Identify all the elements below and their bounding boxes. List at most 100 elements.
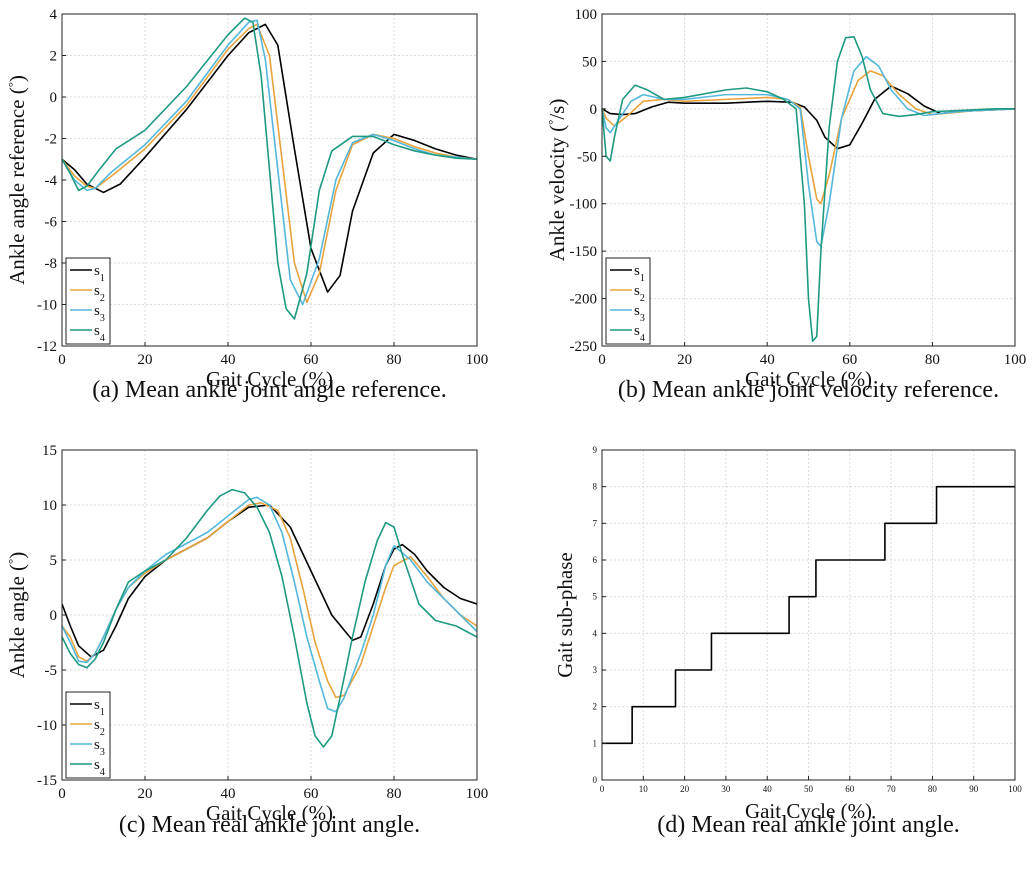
x-tick-label: 80 — [387, 786, 402, 802]
series-line-sub-phase — [602, 485, 1015, 745]
x-tick-label: 80 — [387, 352, 402, 368]
legend-label: s4 — [94, 323, 105, 344]
y-axis-label-d: Gait sub-phase — [553, 552, 577, 677]
y-tick-label: 3 — [593, 665, 598, 675]
series-line-s2 — [601, 70, 1016, 205]
series-line-s4 — [61, 488, 478, 748]
legend-label: s1 — [94, 263, 105, 284]
y-tick-label: 100 — [575, 7, 598, 23]
series-line-s1 — [61, 504, 478, 658]
legend-label: s2 — [634, 283, 645, 304]
y-tick-label: 5 — [593, 592, 598, 602]
y-axis-label-b: Ankle velocity (°/s) — [545, 99, 570, 262]
series-line-s1 — [61, 23, 478, 293]
series-lines-a — [61, 17, 478, 320]
x-tick-label: 0 — [598, 352, 606, 368]
x-tick-label: 50 — [804, 784, 814, 794]
x-tick-label: 0 — [58, 352, 66, 368]
ticks-c: 0 20 40 60 80 100 15 10 5 0 -5 -10 -15 — [37, 443, 488, 802]
y-tick-label: 0 — [50, 90, 58, 106]
y-tick-label: -2 — [45, 132, 58, 148]
x-tick-label: 60 — [304, 352, 319, 368]
y-tick-label: -250 — [570, 339, 598, 355]
y-tick-label: 6 — [593, 555, 598, 565]
y-axis-label-c: Ankle angle (°) — [5, 552, 30, 679]
legend-label: s3 — [94, 303, 105, 324]
series-line-s3 — [601, 55, 1016, 248]
y-tick-label: -4 — [45, 173, 58, 189]
y-tick-label: -6 — [45, 215, 58, 231]
x-tick-label: 80 — [928, 784, 938, 794]
x-tick-label: 20 — [138, 786, 153, 802]
legend-label: s1 — [634, 263, 645, 284]
ticks-b: 0 20 40 60 80 100 100 50 0 -50 -100 -150 -200 -250 — [570, 7, 1027, 368]
legend-label: s4 — [94, 757, 105, 778]
y-tick-label: -50 — [577, 149, 597, 165]
series-line-s1 — [601, 85, 1016, 150]
x-tick-label: 40 — [221, 786, 236, 802]
y-tick-label: 8 — [593, 482, 598, 492]
y-tick-label: -10 — [37, 718, 57, 734]
y-tick-label: -100 — [570, 197, 598, 213]
x-tick-label: 60 — [845, 784, 855, 794]
x-tick-label: 40 — [763, 784, 773, 794]
y-tick-label: 7 — [593, 518, 598, 528]
caption-b: (b) Mean ankle joint velocity reference. — [618, 377, 999, 403]
y-tick-label: 4 — [593, 628, 598, 638]
x-tick-label: 60 — [842, 352, 857, 368]
x-tick-label: 100 — [466, 786, 489, 802]
caption-c: (c) Mean real ankle joint angle. — [119, 812, 420, 838]
series-line-s3 — [61, 19, 478, 306]
legend-label: s3 — [634, 303, 645, 324]
x-axis-label-c: Gait Cycle (%) — [206, 801, 333, 825]
x-tick-label: 60 — [304, 786, 319, 802]
y-tick-label: 2 — [593, 702, 598, 712]
caption-d: (d) Mean real ankle joint angle. — [657, 812, 960, 838]
axes-frame-b — [601, 13, 1016, 347]
y-tick-label: 4 — [50, 7, 58, 23]
x-axis-label-b: Gait Cycle (%) — [745, 367, 872, 391]
y-tick-label: 1 — [593, 738, 598, 748]
y-tick-label: 2 — [50, 49, 58, 65]
panel-b: 0 20 40 60 80 100 100 50 0 -50 -100 -150 -200 -250 s1… — [545, 7, 1027, 403]
x-tick-label: 80 — [925, 352, 940, 368]
x-axis-label-d: Gait Cycle (%) — [745, 799, 872, 823]
y-axis-label-a: Ankle angle reference (°) — [5, 75, 30, 285]
y-tick-label: 10 — [42, 498, 57, 514]
x-tick-label: 20 — [138, 352, 153, 368]
series-line-s2 — [61, 23, 478, 304]
x-tick-label: 100 — [1004, 352, 1027, 368]
x-tick-label: 0 — [600, 784, 605, 794]
y-tick-label: 5 — [50, 553, 58, 569]
series-line-s4 — [61, 17, 478, 320]
series-lines-b — [601, 35, 1016, 343]
x-tick-label: 100 — [466, 352, 489, 368]
y-tick-label: 9 — [593, 445, 598, 455]
y-tick-label: 0 — [590, 102, 598, 118]
y-tick-label: 0 — [50, 608, 58, 624]
legend-label: s4 — [634, 323, 645, 344]
series-line-s3 — [61, 496, 478, 713]
x-tick-label: 40 — [760, 352, 775, 368]
series-lines-c — [61, 488, 478, 748]
legend-label: s1 — [94, 697, 105, 718]
grid-d — [601, 449, 1016, 781]
x-tick-label: 40 — [221, 352, 236, 368]
x-tick-label: 10 — [639, 784, 649, 794]
x-tick-label: 30 — [721, 784, 731, 794]
x-tick-label: 90 — [969, 784, 979, 794]
series-line-s4 — [601, 35, 1015, 343]
y-tick-label: -15 — [37, 773, 57, 789]
legend-label: s2 — [94, 283, 105, 304]
y-tick-label: 0 — [593, 775, 598, 785]
y-tick-label: 50 — [582, 54, 597, 70]
